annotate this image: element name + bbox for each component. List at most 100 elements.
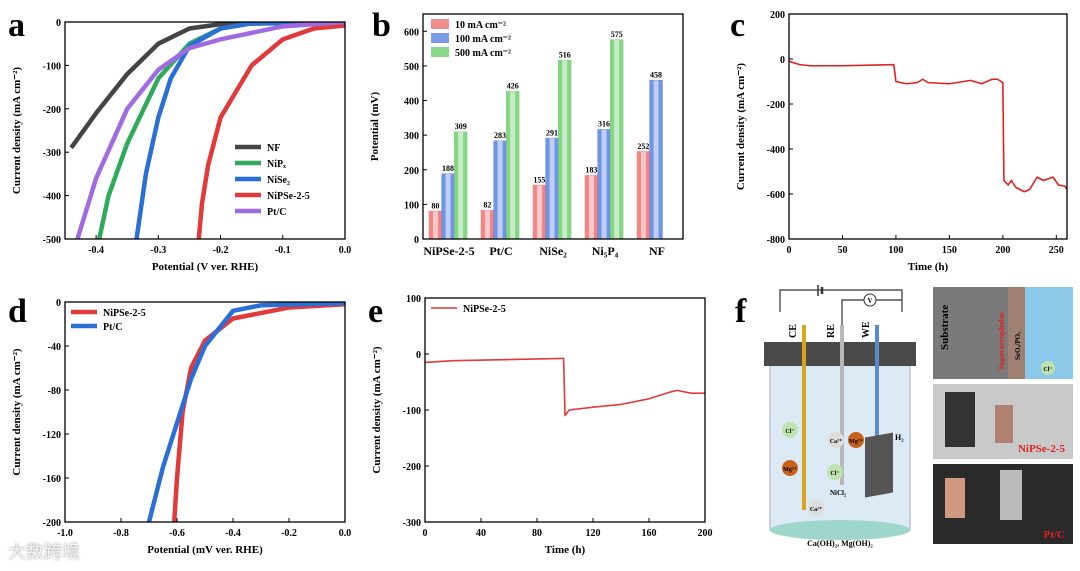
- ion-icon: [827, 464, 843, 480]
- chart-b: 0 100 200 300 400 500 600 Potential (mV) NiPSe-2…: [369, 13, 684, 258]
- y-tick-label: -300: [403, 518, 421, 529]
- voltmeter-label: V: [867, 297, 872, 305]
- y-tick-label: 300: [404, 131, 419, 142]
- bar-highlight: [458, 132, 464, 239]
- gas-label: H₂: [895, 433, 904, 442]
- sem-coating-label: SeOₓ/POₓ: [1014, 331, 1022, 360]
- y-axis-label: Current density (mA cm⁻²): [371, 346, 383, 473]
- product-label: NiCl₂: [830, 489, 846, 497]
- bar-value-label: 188: [442, 164, 454, 173]
- y-tick-label: -200: [43, 105, 61, 116]
- photo-electrode: [945, 392, 975, 447]
- x-tick-label: 50: [837, 245, 847, 256]
- y-tick-label: 200: [770, 10, 785, 21]
- bar-highlight: [497, 141, 503, 239]
- legend-label: Pt/C: [103, 322, 122, 333]
- bar-highlight: [653, 80, 659, 239]
- electrode-label: CE: [788, 324, 799, 338]
- bar-value-label: 316: [598, 120, 610, 129]
- x-tick-label: -0.2: [281, 528, 297, 539]
- y-tick-label: -400: [43, 192, 61, 203]
- panel-label-f: f: [735, 293, 747, 330]
- legend-label: Pt/C: [267, 207, 286, 218]
- panel-label-a: a: [8, 7, 25, 44]
- x-tick-label: -0.6: [169, 528, 185, 539]
- chart-d: 0 -40 -80 -120 -160 -200 Current density (mA c…: [11, 298, 351, 556]
- panel-label-b: b: [372, 7, 391, 44]
- sem-ion-label: Cl⁻: [1043, 367, 1052, 373]
- bar-highlight: [614, 39, 620, 239]
- x-axis-label: Time (h): [545, 544, 586, 556]
- y-tick-label: 500: [404, 62, 419, 73]
- x-tick-label: 250: [1049, 245, 1064, 256]
- y-tick-label: -100: [403, 406, 421, 417]
- legend-label: NF: [267, 143, 280, 154]
- series-line-NiPSe-2-5: [171, 302, 345, 522]
- ion-icon: [828, 432, 844, 448]
- bar-highlight: [432, 211, 438, 239]
- y-tick-label: 0: [416, 350, 421, 361]
- y-tick-label: -40: [48, 342, 61, 353]
- x-tick-label: 120: [586, 528, 601, 539]
- legend-label: NiPₓ: [267, 159, 286, 170]
- circuit-wire: [779, 289, 903, 312]
- bar-value-label: 575: [611, 30, 623, 39]
- sem-layer-label: Superaerophobic: [997, 311, 1006, 370]
- x-category-label: NF: [649, 244, 665, 258]
- x-tick-label: 40: [476, 528, 486, 539]
- legend-label: NiPSe-2-5: [267, 191, 310, 202]
- x-tick-label: 200: [698, 528, 713, 539]
- precipitate-label: Ca(OH)₂, Mg(OH)₂: [807, 539, 873, 548]
- panel-label-c: c: [730, 7, 745, 44]
- chart-e: 100 0 -100 -200 -300 Current density (mA cm⁻²…: [371, 294, 713, 556]
- bar-highlight: [445, 173, 451, 239]
- plot-frame: [64, 301, 346, 523]
- series-line-NiPₓ: [97, 22, 345, 239]
- legend-label: 10 mA cm⁻²: [455, 20, 506, 31]
- legend-label: NiSe₂: [267, 175, 290, 186]
- y-tick-label: -80: [48, 386, 61, 397]
- legend-swatch: [431, 33, 449, 43]
- ion-label: Ca²⁺: [830, 438, 842, 445]
- ion-icon: [808, 500, 824, 516]
- chloride-ion-icon: [1041, 361, 1055, 375]
- ion-label: Cl⁻: [785, 429, 794, 435]
- photo-electrode: [1000, 470, 1022, 520]
- y-tick-label: -200: [43, 518, 61, 529]
- series-line-NiSe₂: [134, 22, 345, 239]
- x-tick-label: 200: [995, 245, 1010, 256]
- x-tick-label: 0: [423, 528, 428, 539]
- y-tick-label: 100: [404, 200, 419, 211]
- precipitate-layer: [770, 520, 910, 540]
- electrode-RE: [840, 325, 844, 485]
- circuit-wire: [841, 299, 902, 325]
- bar-value-label: 82: [483, 201, 491, 210]
- bar-value-label: 283: [494, 131, 506, 140]
- x-tick-label: 100: [888, 245, 903, 256]
- series-line-NiPSe-2-5: [425, 357, 705, 417]
- ion-label: Mg²⁺: [783, 466, 797, 473]
- electrode-label: RE: [826, 324, 837, 338]
- y-tick-label: 0: [56, 18, 61, 29]
- chart-c: 200 0 -200 -400 -600 -800 Current density (mA …: [735, 10, 1068, 273]
- bar-value-label: 291: [546, 128, 558, 137]
- y-tick-label: -600: [767, 190, 785, 201]
- sem-substrate-label: Substrate: [939, 305, 951, 350]
- plot-frame: [64, 21, 346, 240]
- x-category-label: NiPSe-2-5: [423, 244, 474, 258]
- electrode-label: WE: [861, 321, 872, 338]
- y-tick-label: -800: [767, 235, 785, 246]
- x-tick-label: 80: [532, 528, 542, 539]
- bar-highlight: [601, 129, 607, 239]
- x-category-label: Ni₅P₄: [592, 244, 619, 258]
- catalyst-electrode: [865, 432, 893, 498]
- x-axis-label: Potential (V ver. RHE): [152, 261, 259, 273]
- y-axis-label: Current density (mA cm⁻²): [735, 63, 747, 190]
- series-line-NiPSe-2-5: [196, 23, 345, 239]
- ion-label: Ca²⁺: [810, 506, 822, 513]
- bar-highlight: [588, 175, 594, 239]
- bar-highlight: [562, 60, 568, 240]
- x-tick-label: -0.3: [150, 245, 166, 256]
- x-tick-label: -0.4: [225, 528, 241, 539]
